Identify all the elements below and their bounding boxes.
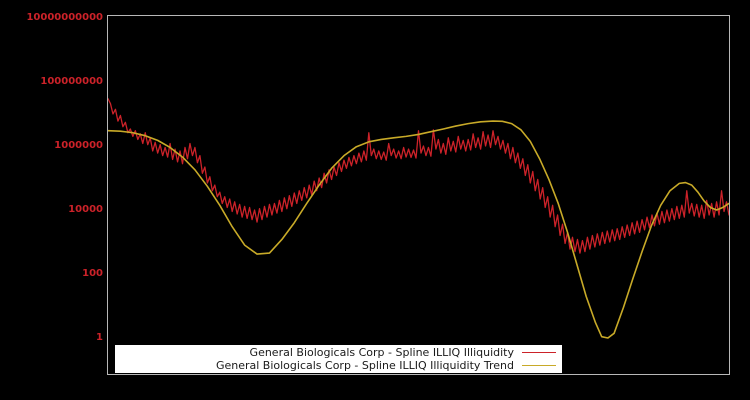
y-axis-tick-label: 10000000000 (26, 12, 103, 23)
series-line-illiquidity-trend (108, 120, 729, 339)
plot-area (108, 98, 729, 339)
y-axis-tick-label: 10000 (68, 204, 103, 215)
series-line-illiquidity (108, 98, 729, 254)
legend-entry[interactable]: General Biologicals Corp - Spline ILLIQ … (115, 346, 562, 359)
legend-entry-label: General Biologicals Corp - Spline ILLIQ … (249, 345, 514, 359)
legend-color-swatch (522, 365, 556, 366)
plot-frame (107, 15, 730, 375)
legend-entry-label: General Biologicals Corp - Spline ILLIQ … (215, 358, 514, 372)
legend-entry[interactable]: General Biologicals Corp - Spline ILLIQ … (115, 359, 562, 372)
y-axis-tick-label: 100 (82, 268, 103, 279)
y-axis-tick-label: 1 (96, 332, 103, 343)
y-axis-tick-labels: 10000000000 100000000 1000000 10000 100 1 (0, 0, 103, 400)
y-axis-tick-label: 1000000 (54, 140, 103, 151)
y-axis-tick-label: 100000000 (40, 76, 103, 87)
chart-legend: General Biologicals Corp - Spline ILLIQ … (115, 345, 562, 373)
legend-color-swatch (522, 352, 556, 353)
